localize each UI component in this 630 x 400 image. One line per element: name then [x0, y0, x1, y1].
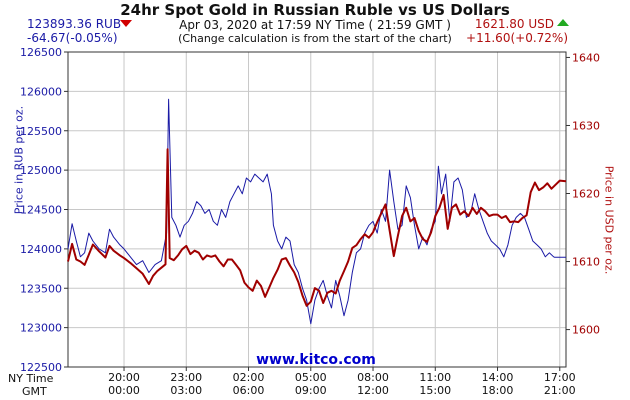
- x-tick-label-gmt: 03:00: [170, 384, 202, 397]
- watermark: www.kitco.com: [256, 352, 376, 368]
- x-tick-label-ny: 02:00: [233, 371, 265, 384]
- down-arrow-icon: [120, 20, 132, 27]
- x-tick-label-gmt: 18:00: [482, 384, 514, 397]
- ny-time-label: NY Time: [8, 372, 54, 385]
- chart-title: 24hr Spot Gold in Russian Ruble vs US Do…: [120, 1, 510, 19]
- gmt-label: GMT: [22, 385, 47, 398]
- y-right-tick-label: 1620: [572, 188, 600, 201]
- x-tick-label-ny: 11:00: [419, 371, 451, 384]
- x-tick-label-ny: 05:00: [295, 371, 327, 384]
- x-tick-label-ny: 08:00: [357, 371, 389, 384]
- x-tick-label-gmt: 12:00: [357, 384, 389, 397]
- x-tick-label-ny: 14:00: [482, 371, 514, 384]
- usd-price: 1621.80 USD: [474, 17, 554, 31]
- y-left-tick-label: 125000: [20, 164, 62, 177]
- series-line-usd: [67, 148, 567, 307]
- y-left-tick-label: 124500: [20, 204, 62, 217]
- change-calculation-note: (Change calculation is from the start of…: [178, 32, 452, 45]
- x-tick-label-ny: 17:00: [544, 371, 576, 384]
- chart-timestamp: Apr 03, 2020 at 17:59 NY Time ( 21:59 GM…: [179, 18, 451, 32]
- y-axis-right-label-wrap: Price in USD per oz.: [0, 166, 616, 275]
- up-arrow-icon: [557, 19, 569, 26]
- y-axis-left-label-wrap: Price in RUB per oz.: [0, 106, 26, 214]
- y-right-tick-label: 1640: [572, 51, 600, 64]
- y-left-tick-label: 126000: [20, 85, 62, 98]
- y-axis-right-label: Price in USD per oz.: [602, 165, 616, 275]
- usd-change: +11.60(+0.72%): [466, 31, 568, 45]
- y-axis-left-label: Price in RUB per oz.: [12, 105, 26, 215]
- x-tick-label-ny: 20:00: [108, 371, 140, 384]
- plot-frame: [67, 51, 567, 368]
- y-left-tick-label: 122500: [20, 361, 62, 374]
- y-right-tick-label: 1610: [572, 256, 600, 269]
- y-left-tick-label: 123000: [20, 322, 62, 335]
- x-tick-label-ny: 23:00: [170, 371, 202, 384]
- y-left-tick-label: 126500: [20, 46, 62, 59]
- y-right-tick-label: 1600: [572, 324, 600, 337]
- x-tick-label-gmt: 15:00: [419, 384, 451, 397]
- y-left-tick-label: 124000: [20, 243, 62, 256]
- rub-change: -64.67(-0.05%): [27, 31, 118, 45]
- x-tick-label-gmt: 06:00: [233, 384, 265, 397]
- x-tick-label-gmt: 00:00: [108, 384, 140, 397]
- y-left-tick-label: 123500: [20, 282, 62, 295]
- y-right-tick-label: 1630: [572, 119, 600, 132]
- x-tick-label-gmt: 09:00: [295, 384, 327, 397]
- rub-price: 123893.36 RUB: [27, 17, 122, 31]
- y-left-tick-label: 125500: [20, 125, 62, 138]
- x-tick-label-gmt: 21:00: [544, 384, 576, 397]
